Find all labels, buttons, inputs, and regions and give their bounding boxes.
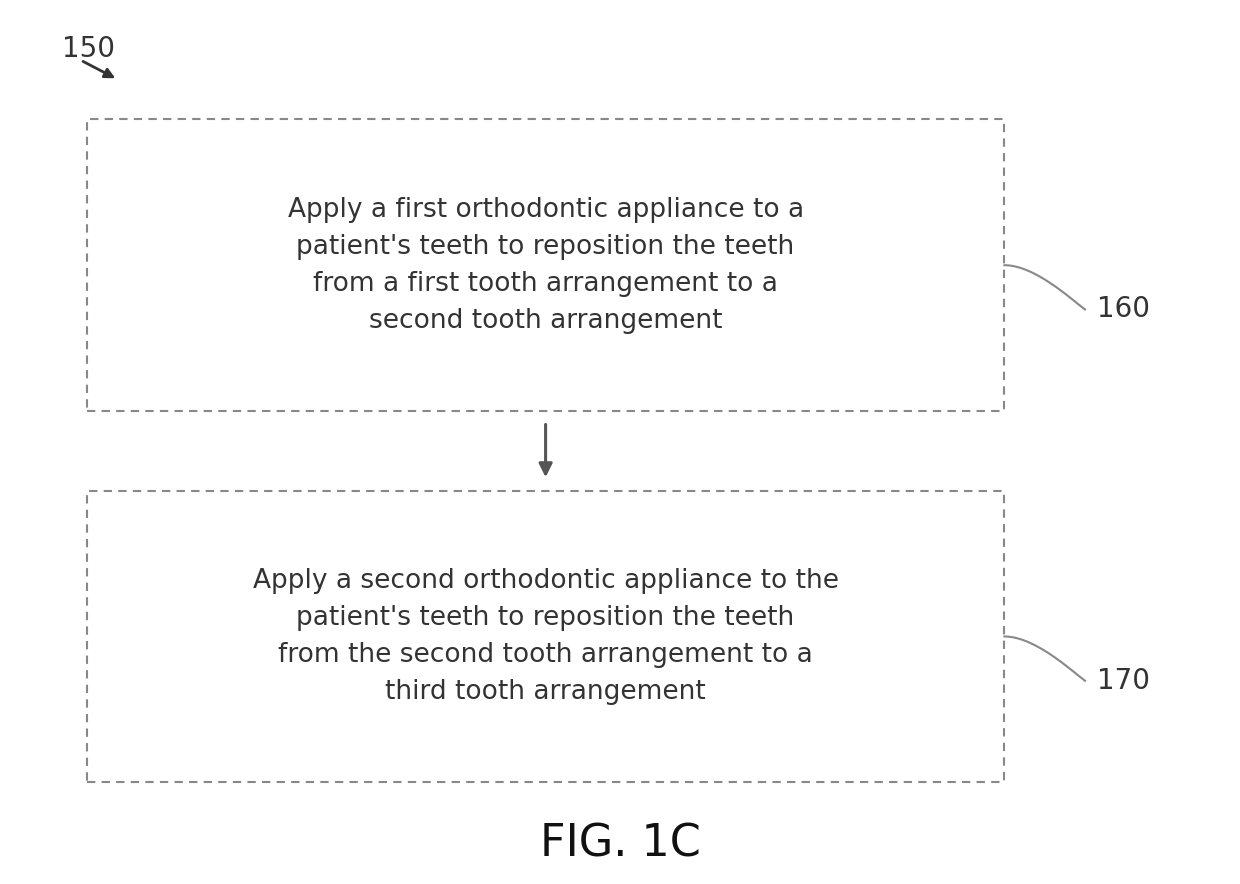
Text: 170: 170 <box>1097 667 1151 695</box>
Bar <box>87 119 1004 411</box>
Text: Apply a first orthodontic appliance to a
patient's teeth to reposition the teeth: Apply a first orthodontic appliance to a… <box>288 197 804 333</box>
Bar <box>87 491 1004 782</box>
Text: FIG. 1C: FIG. 1C <box>539 823 701 865</box>
Text: 160: 160 <box>1097 295 1151 324</box>
Text: Apply a second orthodontic appliance to the
patient's teeth to reposition the te: Apply a second orthodontic appliance to … <box>253 568 838 705</box>
Text: 150: 150 <box>62 34 115 63</box>
